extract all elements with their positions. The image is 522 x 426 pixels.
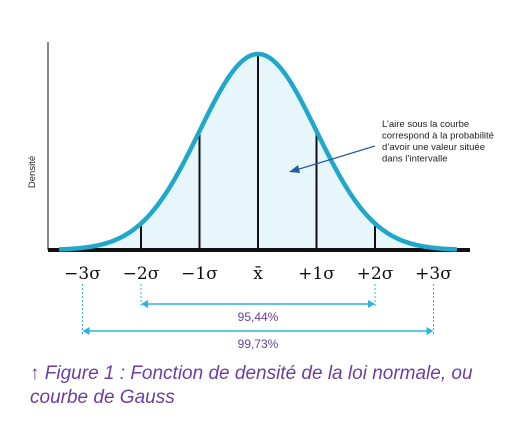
x-tick-label: −1σ [181, 264, 218, 284]
x-tick-label: +1σ [298, 264, 335, 284]
interval-arrowhead [82, 327, 90, 335]
x-tick-label: −3σ [64, 264, 101, 284]
interval-label: 95,44% [238, 310, 279, 324]
annotation-arrow-line [295, 145, 376, 171]
annotation-arrowhead [289, 165, 300, 173]
probability-intervals: 95,44% 99,73% [82, 284, 434, 351]
annotation-line: dans l’intervalle [382, 154, 447, 165]
annotation-line: L’aire sous la courbe [382, 119, 469, 130]
interval-arrowhead [141, 300, 148, 308]
normal-distribution-chart: Densité −3σ −2σ −1σ x̄ +1σ +2σ +3σ 95,44% 99,73… [27, 42, 494, 351]
x-tick-label: x̄ [253, 264, 263, 284]
x-tick-label: −2σ [123, 264, 160, 284]
interval-label: 99,73% [238, 337, 279, 351]
interval-arrowhead [368, 300, 375, 308]
density-curve [58, 51, 458, 252]
y-axis-label: Densité [27, 156, 38, 188]
x-tick-label: +2σ [357, 264, 394, 284]
interval-arrowhead [426, 327, 434, 335]
annotation-line: d’avoir une valeur située [382, 142, 485, 153]
x-tick-labels: −3σ −2σ −1σ x̄ +1σ +2σ +3σ [64, 264, 452, 284]
x-tick-label: +3σ [415, 264, 452, 284]
annotation-line: correspond à la probabilité [382, 131, 494, 142]
sigma-lines [140, 56, 376, 250]
figure-caption: ↑ Figure 1 : Fonction de densité de la l… [30, 363, 473, 408]
